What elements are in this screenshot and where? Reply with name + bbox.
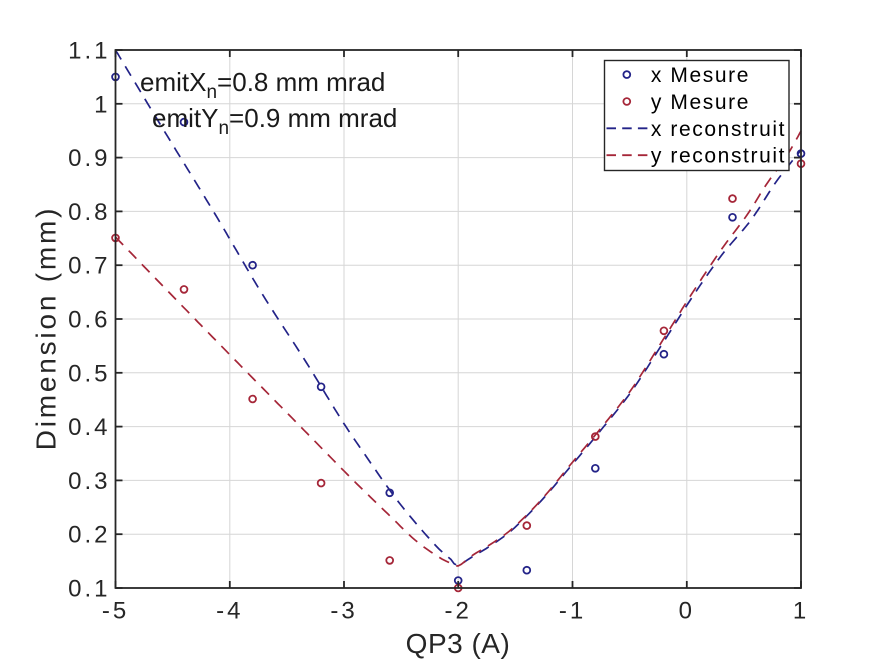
- svg-text:1: 1: [94, 91, 110, 118]
- svg-text:-1: -1: [559, 598, 586, 625]
- svg-text:-2: -2: [445, 598, 472, 625]
- svg-text:1.1: 1.1: [68, 38, 110, 65]
- svg-text:0.6: 0.6: [68, 307, 110, 334]
- svg-text:QP3 (A): QP3 (A): [406, 628, 511, 659]
- svg-text:0.3: 0.3: [68, 468, 110, 495]
- svg-text:x reconstruit: x reconstruit: [651, 118, 786, 141]
- svg-text:-4: -4: [216, 598, 243, 625]
- svg-text:1: 1: [793, 598, 809, 625]
- svg-text:0.1: 0.1: [68, 576, 110, 603]
- svg-text:0.4: 0.4: [68, 414, 110, 441]
- svg-text:-5: -5: [102, 598, 129, 625]
- svg-text:0.2: 0.2: [68, 522, 110, 549]
- svg-text:x Mesure: x Mesure: [651, 64, 750, 87]
- svg-text:Dimension (mm): Dimension (mm): [31, 206, 62, 451]
- svg-text:0.7: 0.7: [68, 253, 110, 280]
- svg-text:0.8: 0.8: [68, 199, 110, 226]
- svg-text:y reconstruit: y reconstruit: [651, 145, 786, 168]
- svg-text:0.9: 0.9: [68, 145, 110, 172]
- svg-text:-3: -3: [330, 598, 357, 625]
- svg-text:0: 0: [679, 598, 695, 625]
- svg-text:y Mesure: y Mesure: [651, 91, 750, 114]
- svg-text:0.5: 0.5: [68, 360, 110, 387]
